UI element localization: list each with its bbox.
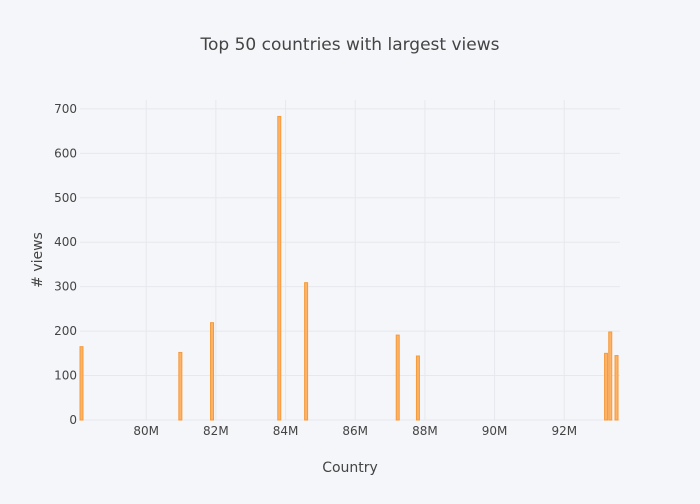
- bar[interactable]: [178, 351, 183, 421]
- chart-title: Top 50 countries with largest views: [199, 35, 499, 55]
- grid-layer: [80, 100, 620, 421]
- bars-layer: [79, 115, 619, 421]
- y-tick-label: 700: [54, 102, 77, 116]
- bar[interactable]: [277, 115, 282, 421]
- x-tick-label: 90M: [482, 424, 508, 438]
- y-tick-label: 400: [54, 235, 77, 249]
- x-tick-label: 84M: [273, 424, 299, 438]
- bar[interactable]: [608, 331, 613, 421]
- x-tick-label: 92M: [551, 424, 577, 438]
- x-axis-title: Country: [322, 460, 378, 476]
- y-tick-label: 0: [69, 413, 77, 427]
- y-tick-label: 600: [54, 146, 77, 160]
- x-tick-label: 86M: [342, 424, 368, 438]
- x-tick-label: 82M: [203, 424, 229, 438]
- y-tick-label: 500: [54, 191, 77, 205]
- bar[interactable]: [395, 334, 400, 421]
- bar[interactable]: [79, 346, 84, 421]
- y-tick-label: 300: [54, 280, 77, 294]
- bar[interactable]: [304, 282, 309, 421]
- bar[interactable]: [210, 322, 215, 421]
- bar[interactable]: [614, 355, 619, 421]
- bar[interactable]: [604, 352, 609, 421]
- y-axis-title: # views: [30, 232, 46, 288]
- y-tick-label: 100: [54, 369, 77, 383]
- x-tick-label: 88M: [412, 424, 438, 438]
- y-tick-label: 200: [54, 324, 77, 338]
- x-tick-label: 80M: [133, 424, 159, 438]
- ticks-layer: 0 100 200 300 400 500 600 700 80M 82M 84M 86M 88M 90M…: [54, 102, 577, 438]
- bar[interactable]: [415, 355, 420, 421]
